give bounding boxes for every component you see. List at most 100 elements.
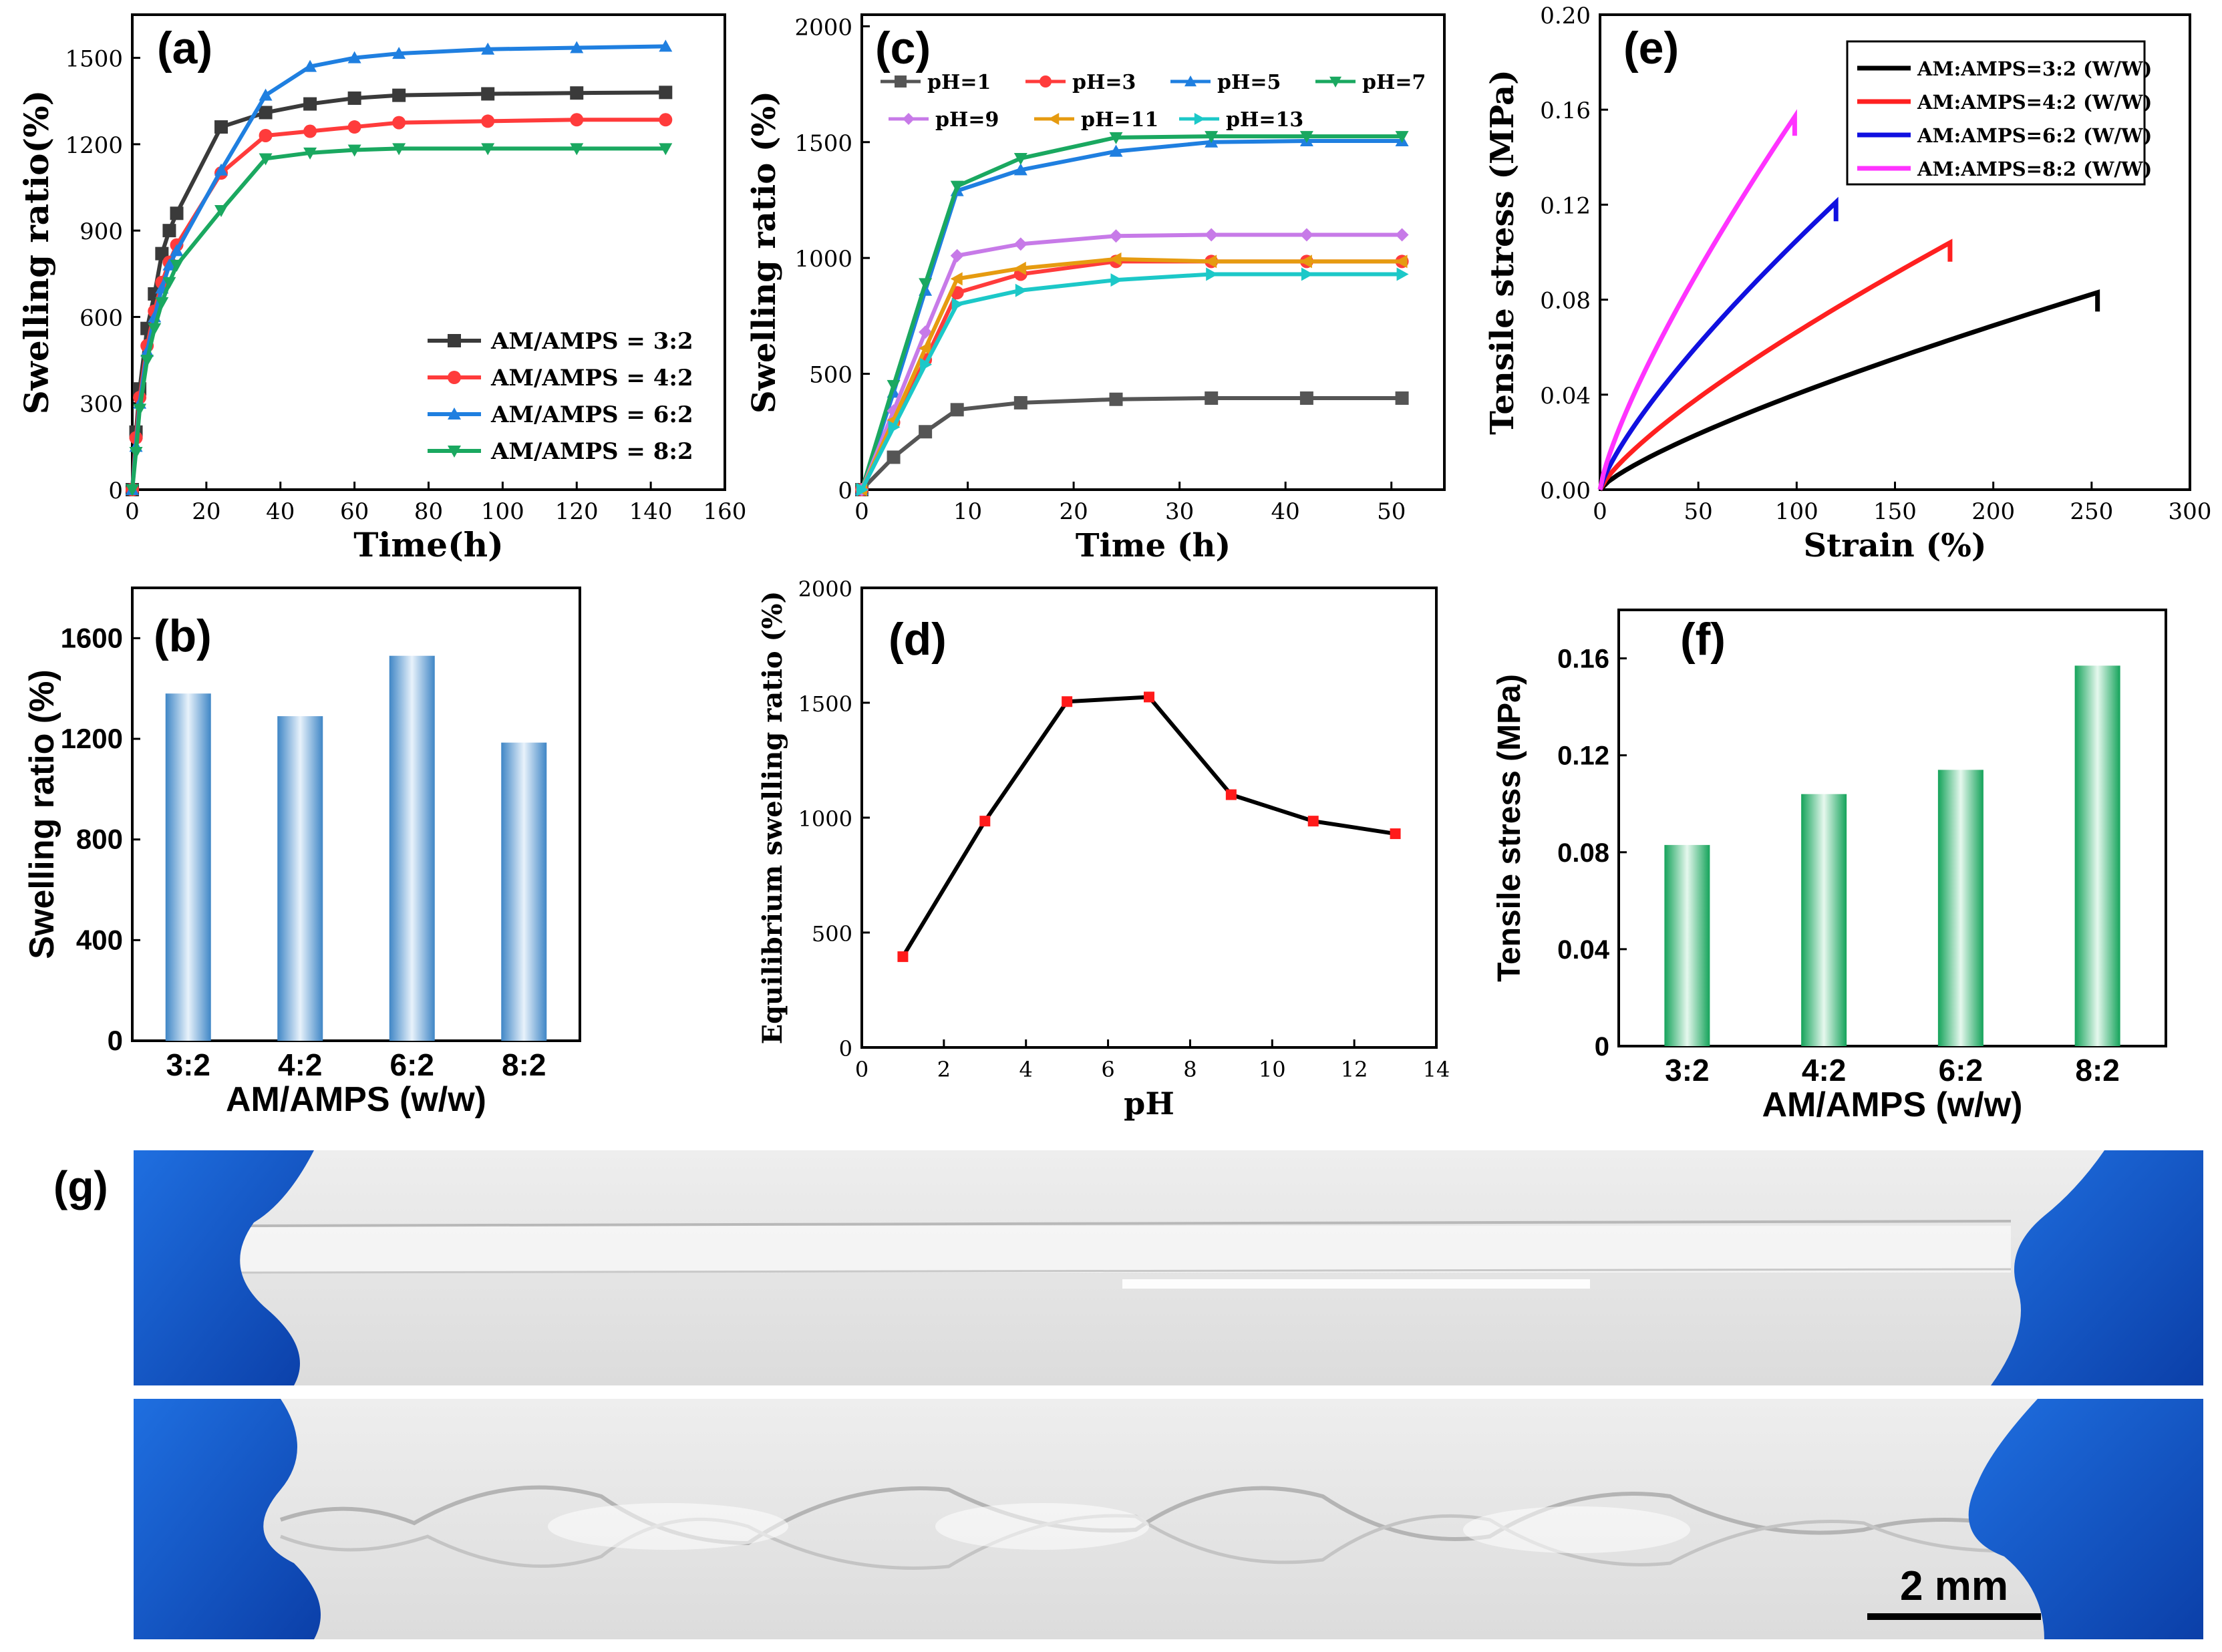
legend-marker bbox=[1329, 76, 1341, 88]
series-line bbox=[130, 118, 666, 490]
y-tick-label: 0.04 bbox=[1540, 383, 1591, 409]
plot-frame bbox=[860, 13, 1446, 491]
legend-marker bbox=[1194, 113, 1205, 125]
legend-label: AM:AMPS=8:2 (W/W) bbox=[1917, 158, 2152, 180]
data-point bbox=[133, 403, 147, 416]
x-tick-label: 40 bbox=[1271, 498, 1300, 525]
legend-label: AM:AMPS=4:2 (W/W) bbox=[1917, 91, 2152, 114]
bar bbox=[501, 742, 547, 1041]
data-point bbox=[259, 153, 273, 166]
y-axis-label: Swelling ratio (%) bbox=[746, 91, 783, 414]
data-point bbox=[919, 425, 933, 439]
x-tick-label: 50 bbox=[1684, 498, 1713, 525]
legend-marker bbox=[448, 334, 461, 347]
x-tick-label: 6 bbox=[1101, 1057, 1114, 1082]
x-tick-label: 250 bbox=[2070, 498, 2113, 525]
x-tick-label: 300 bbox=[2169, 498, 2212, 525]
x-tick-label: 6:2 bbox=[1939, 1053, 1983, 1088]
data-point bbox=[170, 259, 184, 272]
data-point bbox=[303, 97, 317, 111]
data-point bbox=[856, 483, 868, 496]
y-tick-label: 1600 bbox=[61, 622, 123, 653]
panel-label: (c) bbox=[875, 23, 931, 73]
panel-d: 0 2 4 6 8 10 12 14 0 500 1000 1500 2000 pH Equilibrium… bbox=[757, 576, 1450, 1122]
series-line bbox=[901, 695, 1396, 958]
legend-marker bbox=[448, 371, 461, 384]
data-point bbox=[162, 277, 176, 289]
data-point bbox=[1299, 228, 1313, 242]
bar bbox=[165, 693, 211, 1041]
y-tick-label: 2000 bbox=[794, 14, 852, 41]
y-tick-label: 0 bbox=[839, 1036, 852, 1061]
data-point bbox=[1395, 131, 1409, 144]
glove-right-icon bbox=[1991, 1150, 2203, 1385]
x-axis-label: Time (h) bbox=[1076, 527, 1231, 564]
stress-strain-curve bbox=[1597, 196, 1839, 491]
data-point bbox=[1205, 228, 1219, 242]
data-point bbox=[570, 41, 584, 53]
legend-marker bbox=[1184, 75, 1197, 87]
data-point bbox=[951, 297, 964, 311]
x-tick-label: 8:2 bbox=[2075, 1053, 2119, 1088]
data-point bbox=[140, 355, 154, 367]
x-tick-label: 200 bbox=[1971, 498, 2015, 525]
data-point bbox=[919, 278, 933, 291]
y-tick-label: 0 bbox=[108, 1025, 123, 1056]
data-point bbox=[347, 91, 361, 105]
data-point bbox=[1205, 391, 1219, 405]
legend-label: pH=11 bbox=[1081, 108, 1158, 132]
bar bbox=[1937, 770, 1983, 1046]
legend-label: pH=1 bbox=[927, 71, 991, 94]
y-axis-label: Equilibrium swelling ratio (%) bbox=[757, 591, 788, 1045]
x-axis-label: AM/AMPS (w/w) bbox=[226, 1080, 486, 1119]
data-point bbox=[1225, 789, 1237, 800]
y-tick-label: 1200 bbox=[61, 723, 123, 754]
x-tick-label: 50 bbox=[1377, 498, 1406, 525]
data-point bbox=[1109, 252, 1122, 266]
panel-b: 0 400 800 1200 1600 3:2 4:2 6:2 8:2 AM/AMPS (w/w)… bbox=[23, 587, 581, 1119]
legend-label: AM/AMPS = 3:2 bbox=[490, 328, 693, 355]
x-tick-label: 20 bbox=[1059, 498, 1088, 525]
y-axis-label: Tensile stress (MPa) bbox=[1484, 69, 1521, 435]
panel-label: (f) bbox=[1680, 614, 1726, 665]
data-point bbox=[1206, 267, 1219, 281]
data-point bbox=[170, 244, 184, 257]
panel-a: 0 20 40 60 80 100 120 140 160 0 300 600 900 1200 1500 T… bbox=[17, 13, 746, 564]
legend-label: AM/AMPS = 4:2 bbox=[490, 365, 693, 391]
x-tick-label: 8 bbox=[1183, 1057, 1197, 1082]
data-point bbox=[659, 86, 673, 100]
x-tick-label: 0 bbox=[854, 498, 869, 525]
legend-marker bbox=[1048, 113, 1060, 125]
photo-twisted-hydrogel: 2 mm bbox=[134, 1399, 2203, 1639]
y-tick-label: 0.04 bbox=[1557, 935, 1610, 965]
data-point bbox=[129, 446, 143, 459]
bar bbox=[2074, 665, 2120, 1046]
data-point bbox=[950, 180, 964, 193]
data-point bbox=[1205, 255, 1217, 269]
data-point bbox=[155, 297, 169, 309]
data-point bbox=[481, 143, 495, 156]
y-axis-label: Swelling ratio(%) bbox=[17, 90, 56, 415]
legend-marker bbox=[903, 113, 915, 125]
data-point bbox=[170, 206, 184, 220]
panel-e: 0 50 100 150 200 250 300 0.00 0.04 0.08 0.12 0.16 0.… bbox=[1484, 3, 2211, 564]
data-point bbox=[1062, 696, 1073, 707]
legend-marker bbox=[448, 446, 461, 458]
y-tick-label: 2000 bbox=[798, 576, 852, 602]
y-tick-label: 1000 bbox=[798, 806, 852, 832]
data-point bbox=[979, 816, 991, 827]
legend-label: AM:AMPS=3:2 (W/W) bbox=[1917, 57, 2152, 80]
data-point bbox=[659, 39, 673, 52]
data-point bbox=[1299, 131, 1313, 144]
plot-frame bbox=[131, 587, 581, 1042]
data-point bbox=[570, 143, 584, 156]
data-point bbox=[1109, 132, 1123, 144]
data-point bbox=[1299, 255, 1312, 269]
data-point bbox=[214, 120, 228, 134]
y-tick-label: 1500 bbox=[798, 691, 852, 717]
data-point bbox=[1299, 391, 1313, 405]
data-point bbox=[887, 379, 901, 392]
x-tick-label: 0 bbox=[125, 498, 140, 525]
data-point bbox=[162, 224, 176, 238]
data-point bbox=[259, 88, 273, 101]
